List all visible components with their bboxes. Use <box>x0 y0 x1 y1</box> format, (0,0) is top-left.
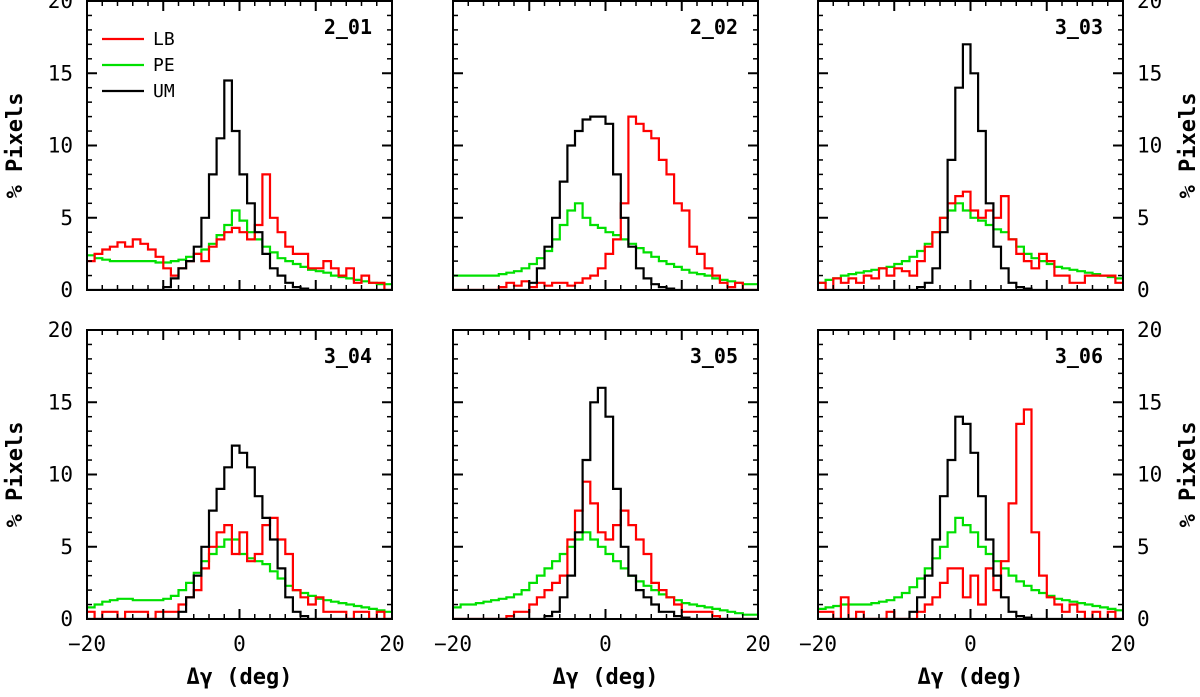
panel-2_02: 2_02 <box>452 0 759 291</box>
series-pe-histogram <box>818 516 1123 612</box>
y-tick-label: 10 <box>48 134 73 158</box>
panel-frame <box>452 329 759 620</box>
legend-label-lb: LB <box>153 29 175 50</box>
panel-label: 3_04 <box>324 344 372 368</box>
y-tick-label: 5 <box>1137 535 1150 559</box>
panel-frame <box>86 329 393 620</box>
y-tick-label: 15 <box>1137 390 1162 414</box>
series-pe-histogram <box>453 202 758 286</box>
y-tick-label: 15 <box>48 390 73 414</box>
panel-frame <box>452 0 759 291</box>
panel-label: 3_06 <box>1055 344 1103 368</box>
series-um-histogram <box>818 415 1123 619</box>
legend-label-um: UM <box>153 81 175 102</box>
panel-2_01: 0 5 10 15 20 % Pixels 2_01 LB PE UM <box>3 0 393 302</box>
series-lb-histogram <box>453 480 758 619</box>
series-um-histogram <box>87 444 392 619</box>
series-lb-histogram <box>453 115 758 290</box>
y-tick-label: 10 <box>1137 463 1162 487</box>
x-tick-label: 20 <box>745 632 770 656</box>
y-axis-label: % Pixels <box>3 422 28 528</box>
y-tick-label: 0 <box>1137 278 1150 302</box>
y-tick-label: 0 <box>1137 607 1150 631</box>
y-axis-label-right: % Pixels <box>1176 93 1200 199</box>
x-tick-label: −20 <box>799 632 837 656</box>
y-tick-label: 20 <box>48 0 73 13</box>
x-tick-label: 20 <box>379 632 404 656</box>
series-pe-histogram <box>453 531 758 616</box>
y-tick-label: 20 <box>48 318 73 342</box>
series-um-histogram <box>453 115 758 290</box>
series-um-histogram <box>87 79 392 290</box>
panel-label: 3_05 <box>690 344 738 368</box>
y-tick-label: 5 <box>60 206 73 230</box>
x-tick-label: 0 <box>599 632 612 656</box>
legend-label-pe: PE <box>153 55 175 76</box>
x-axis-label: Δγ (deg) <box>553 665 659 690</box>
series-um-histogram <box>818 43 1123 290</box>
y-tick-label: 0 <box>60 607 73 631</box>
y-tick-label: 15 <box>48 61 73 85</box>
series-lb-histogram <box>87 516 392 619</box>
series-lb-histogram <box>818 408 1123 619</box>
y-axis-label-right: % Pixels <box>1176 422 1200 528</box>
x-tick-label: −20 <box>434 632 472 656</box>
panel-3_03: 0 5 10 15 20 % Pixels 3_03 <box>817 0 1200 302</box>
series-lb-histogram <box>818 190 1123 290</box>
x-tick-label: 0 <box>233 632 246 656</box>
x-tick-label: 20 <box>1110 632 1135 656</box>
y-tick-label: 20 <box>1137 318 1162 342</box>
x-axis-label: Δγ (deg) <box>918 665 1024 690</box>
x-tick-label: 0 <box>964 632 977 656</box>
y-tick-label: 5 <box>1137 206 1150 230</box>
series-um-histogram <box>453 386 758 619</box>
y-tick-label: 5 <box>60 535 73 559</box>
y-tick-label: 15 <box>1137 61 1162 85</box>
y-tick-label: 10 <box>48 463 73 487</box>
series-lb-histogram <box>87 173 392 290</box>
y-tick-label: 10 <box>1137 134 1162 158</box>
y-tick-label: 20 <box>1137 0 1162 13</box>
series-pe-histogram <box>818 202 1123 284</box>
panel-label: 2_02 <box>690 15 738 39</box>
x-axis-label: Δγ (deg) <box>187 665 293 690</box>
y-tick-label: 0 <box>60 278 73 302</box>
panel-3_05: −20 0 20 Δγ (deg) 3_05 <box>434 329 771 690</box>
panel-label: 2_01 <box>324 15 372 39</box>
y-axis-label: % Pixels <box>3 93 28 199</box>
panel-label: 3_03 <box>1055 15 1103 39</box>
x-tick-label: −20 <box>68 632 106 656</box>
